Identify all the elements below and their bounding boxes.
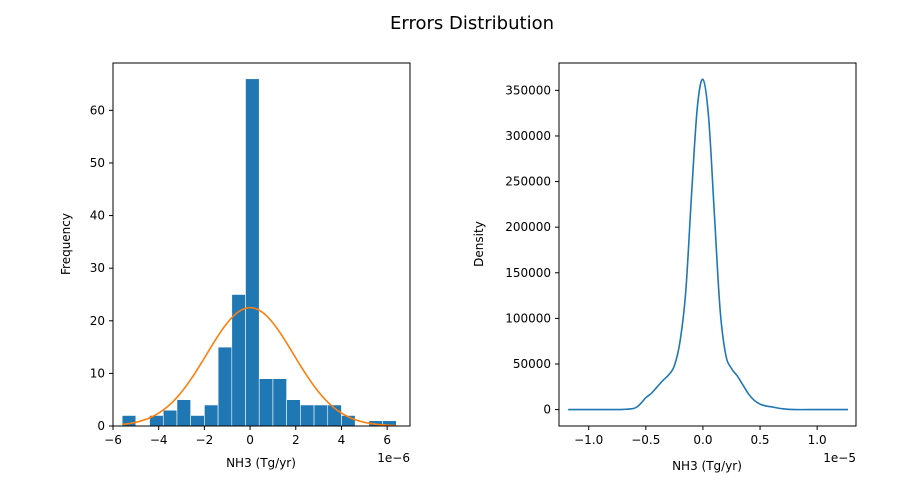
histogram-bar [176,399,191,427]
histogram-bar [231,294,246,427]
y-tick-label: 50000 [513,357,551,371]
y-tick-label: 0 [97,419,105,433]
y-tick-label: 60 [90,103,105,117]
histogram-bar [204,404,219,427]
y-tick-label: 250000 [505,175,551,189]
density-line [568,78,848,411]
density-x-ticks: −1.0 −0.5 0.0 0.5 1.0 [574,426,827,447]
histogram-bar [300,404,315,427]
x-tick-label: 0 [246,433,254,447]
histogram-x-ticks: −6 −4 −2 0 2 4 6 [104,426,391,447]
y-tick-label: 10 [90,366,105,380]
x-tick-label: −1.0 [574,433,603,447]
y-tick-label: 40 [90,209,105,223]
histogram-bar [217,346,233,427]
histogram-bar [258,378,274,427]
x-tick-label: −0.5 [631,433,660,447]
histogram-bars [121,78,397,427]
density-panel: −1.0 −0.5 0.0 0.5 1.0 0 50000 100000 150000 2000… [472,62,857,473]
x-tick-label: 4 [338,433,346,447]
y-tick-label: 150000 [505,266,551,280]
histogram-frame [112,62,411,427]
histogram-y-axis-label: Frequency [59,213,73,275]
x-tick-label: 1.0 [808,433,827,447]
histogram-panel: −6 −4 −2 0 2 4 6 0 10 20 30 40 50 60 NH3 (Tg/yr) Fre… [59,62,411,470]
x-tick-label: −2 [196,433,214,447]
y-tick-label: 0 [543,403,551,417]
normal-fit-line [122,306,397,427]
x-tick-label: 0.5 [750,433,769,447]
y-tick-label: 200000 [505,220,551,234]
density-x-offset-label: 1e−5 [823,451,856,465]
x-tick-label: 2 [292,433,300,447]
y-tick-label: 300000 [505,129,551,143]
histogram-x-offset-label: 1e−6 [377,451,410,465]
x-tick-label: −6 [104,433,122,447]
histogram-bar [162,409,178,427]
histogram-bar [190,415,205,427]
y-tick-label: 350000 [505,83,551,97]
density-curve [568,78,848,411]
histogram-y-ticks: 0 10 20 30 40 50 60 [90,103,113,433]
histogram-bar [245,78,260,427]
density-frame [558,62,857,427]
density-y-ticks: 0 50000 100000 150000 200000 250000 300000 3500… [505,83,559,417]
y-tick-label: 20 [90,314,105,328]
normal-fit-curve [122,306,397,427]
y-tick-label: 50 [90,156,105,170]
x-tick-label: 6 [383,433,391,447]
histogram-bar [286,399,301,427]
figure-title: Errors Distribution [390,13,554,34]
y-tick-label: 100000 [505,311,551,325]
x-tick-label: −4 [150,433,168,447]
density-x-axis-label: NH3 (Tg/yr) [672,459,742,473]
y-tick-label: 30 [90,261,105,275]
histogram-x-axis-label: NH3 (Tg/yr) [226,456,296,470]
density-y-axis-label: Density [472,221,486,267]
histogram-bar [272,378,287,427]
x-tick-label: 0.0 [693,433,712,447]
histogram-bar [313,404,329,427]
